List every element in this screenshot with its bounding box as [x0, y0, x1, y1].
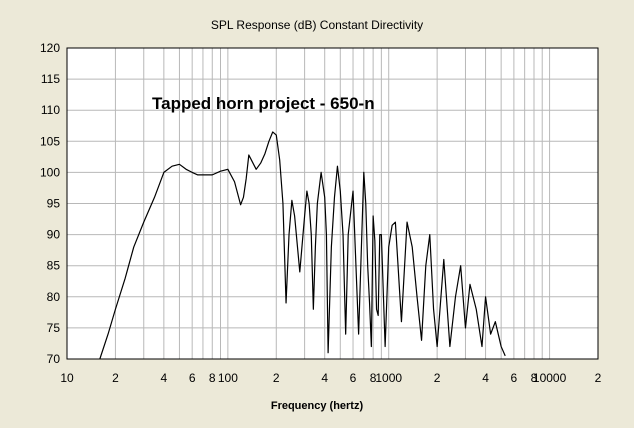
- plot-border: [66, 47, 599, 360]
- chart-title: SPL Response (dB) Constant Directivity: [211, 18, 423, 32]
- y-tick-label: 90: [47, 228, 61, 242]
- x-tick-label: 8: [209, 371, 216, 385]
- x-tick-label: 10000: [533, 371, 567, 385]
- grid-lines: [67, 48, 598, 359]
- x-tick-label: 100: [218, 371, 238, 385]
- y-tick-label: 95: [47, 197, 61, 211]
- x-tick-label: 2: [595, 371, 602, 385]
- x-axis-label: Frequency (hertz): [271, 400, 364, 412]
- x-tick-label: 8: [370, 371, 377, 385]
- x-tick-label: 6: [511, 371, 518, 385]
- x-tick-label: 4: [161, 371, 168, 385]
- y-tick-label: 85: [47, 259, 61, 273]
- y-tick-label: 100: [40, 165, 60, 179]
- x-tick-label: 2: [112, 371, 119, 385]
- x-tick-label: 1000: [375, 371, 402, 385]
- x-tick-label: 4: [482, 371, 489, 385]
- y-tick-label: 115: [41, 72, 60, 86]
- x-tick-label: 6: [189, 371, 196, 385]
- y-tick-label: 105: [40, 134, 60, 148]
- x-tick-label: 2: [434, 371, 441, 385]
- y-axis-ticks: 70 75 80 85 90 95 100 105 110 115 120: [40, 41, 60, 366]
- x-tick-label: 10: [60, 371, 74, 385]
- y-tick-label: 120: [40, 41, 60, 55]
- y-tick-label: 110: [41, 103, 60, 117]
- y-tick-label: 75: [47, 321, 61, 335]
- y-tick-label: 80: [47, 290, 61, 304]
- y-tick-label: 70: [47, 352, 61, 366]
- chart-annotation: Tapped horn project - 650-n: [152, 94, 375, 113]
- x-tick-label: 4: [321, 371, 328, 385]
- x-tick-label: 6: [350, 371, 357, 385]
- response-curve-layer: [99, 131, 506, 360]
- x-tick-label: 8: [531, 371, 538, 385]
- x-tick-label: 2: [273, 371, 280, 385]
- spl-response-line: [99, 131, 506, 360]
